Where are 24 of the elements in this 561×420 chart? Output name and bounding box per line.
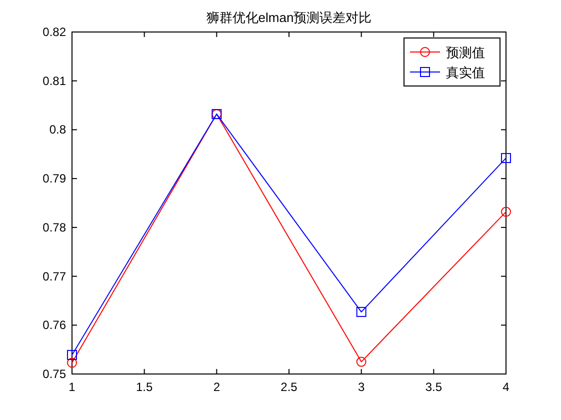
x-tick-label: 2.5 [280,380,298,394]
x-tick-label: 3 [358,380,365,394]
point [501,153,511,164]
y-tick-label: 0.79 [42,172,66,186]
y-tick-label: 0.78 [42,220,66,234]
point [67,350,77,360]
x-tick-label: 1 [68,380,76,394]
point [356,356,366,367]
x-tick-label: 3.5 [425,380,442,394]
x-tick-label: 2 [213,380,220,394]
y-tick-label: 0.76 [42,318,66,332]
legend-label: 预测值 [446,45,485,60]
point [501,206,511,217]
y-tick-label: 0.8 [49,122,66,137]
point [356,306,366,317]
y-tick-label: 0.75 [42,367,66,381]
x-tick-label: 4 [502,380,510,394]
point [67,358,77,368]
y-tick-label: 0.77 [42,269,66,284]
y-tick-label: 0.81 [42,74,66,88]
x-tick-label: 1.5 [136,380,153,394]
y-tick-label: 0.82 [42,25,66,39]
legend-label: 真实值 [446,65,485,80]
chart-title: 狮群优化elman预测误差对比 [206,10,372,25]
